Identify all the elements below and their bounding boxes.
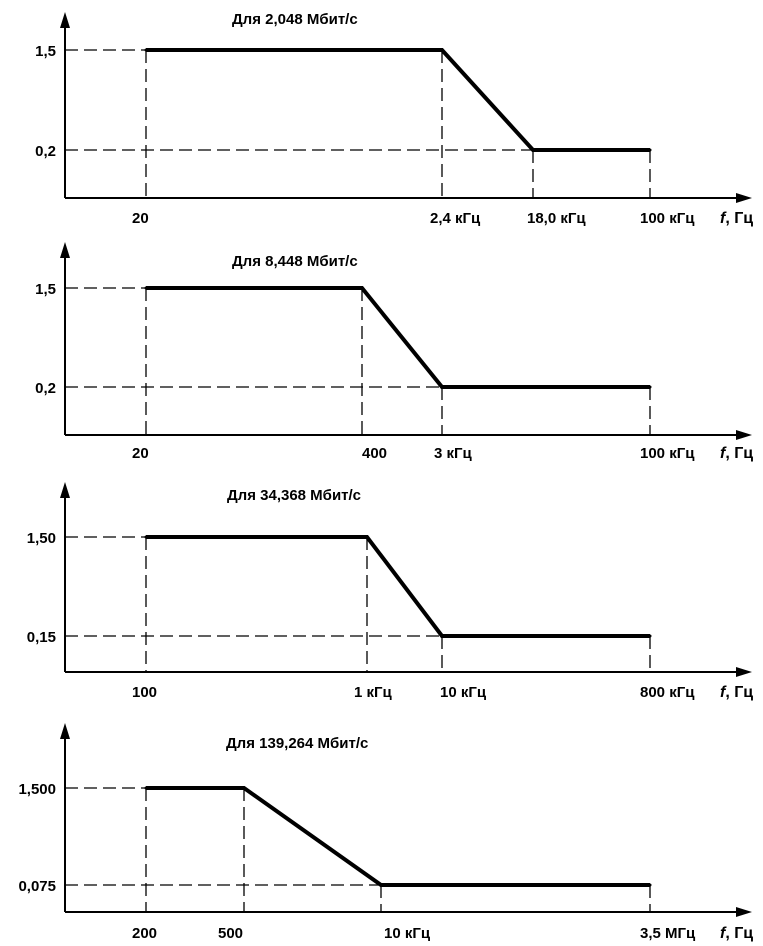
x-tick-label: 20	[132, 445, 149, 462]
y-axis-arrow	[60, 723, 70, 739]
chart-title: Для 2,048 Мбит/с	[232, 11, 358, 28]
data-point	[379, 883, 383, 887]
data-point	[648, 148, 652, 152]
x-tick-label: 100 кГц	[640, 445, 695, 462]
data-point	[648, 385, 652, 389]
x-axis-label-unit: , Гц	[725, 210, 753, 227]
tolerance-mask-line	[146, 286, 650, 389]
data-point	[648, 634, 652, 638]
x-tick-label: 400	[362, 445, 387, 462]
x-tick-label: 100 кГц	[640, 210, 695, 227]
x-tick-label: 18,0 кГц	[527, 210, 586, 227]
chart-title: Для 139,264 Мбит/с	[226, 735, 368, 752]
x-tick-label: 2,4 кГц	[430, 210, 481, 227]
x-axis-arrow	[736, 667, 752, 677]
data-point	[648, 883, 652, 887]
data-point	[144, 286, 148, 290]
data-point	[531, 148, 535, 152]
y-axis-arrow	[60, 242, 70, 258]
chart-panel-3: Для 34,368 Мбит/с 1,50 0,15 100 1 кГц 10 кГц 8…	[27, 482, 753, 701]
data-point	[144, 786, 148, 790]
data-point	[440, 634, 444, 638]
x-axis-label: f, Гц	[720, 925, 753, 942]
x-tick-label: 800 кГц	[640, 684, 695, 701]
chart-panel-4: Для 139,264 Мбит/с 1,500 0,075 200 500 10 кГц…	[18, 723, 753, 942]
x-axis-label-variable: f	[720, 925, 727, 942]
y-tick-label: 1,5	[35, 281, 56, 298]
tolerance-mask-line	[146, 48, 650, 152]
y-tick-label: 0,2	[35, 143, 56, 160]
x-axis-label-unit: , Гц	[725, 684, 753, 701]
y-axis-arrow	[60, 12, 70, 28]
chart-panel-1: Для 2,048 Мбит/с 1,5 0,2 20 2,4 кГц 18,0 кГц 1…	[35, 11, 753, 227]
x-axis-label-variable: f	[720, 210, 727, 227]
data-point	[242, 786, 246, 790]
x-tick-label: 20	[132, 210, 149, 227]
x-axis-label-unit: , Гц	[725, 925, 753, 942]
x-axis-arrow	[736, 907, 752, 917]
data-point	[440, 48, 444, 52]
y-axis-arrow	[60, 482, 70, 498]
y-tick-label: 1,5	[35, 43, 56, 60]
y-tick-label: 0,15	[27, 629, 56, 646]
x-axis-label-unit: , Гц	[725, 445, 753, 462]
x-tick-label: 3,5 МГц	[640, 925, 696, 942]
y-tick-label: 1,50	[27, 530, 56, 547]
y-tick-label: 1,500	[18, 781, 56, 798]
x-tick-label: 10 кГц	[440, 684, 487, 701]
data-point	[365, 535, 369, 539]
y-tick-label: 0,075	[18, 878, 56, 895]
x-tick-label: 500	[218, 925, 243, 942]
chart-panel-2: Для 8,448 Мбит/с 1,5 0,2 20 400 3 кГц 100 кГц f…	[35, 242, 753, 462]
x-axis-arrow	[736, 193, 752, 203]
data-point	[144, 48, 148, 52]
y-tick-label: 0,2	[35, 380, 56, 397]
x-tick-label: 3 кГц	[434, 445, 473, 462]
x-tick-label: 200	[132, 925, 157, 942]
x-axis-label-variable: f	[720, 445, 727, 462]
x-axis-label: f, Гц	[720, 684, 753, 701]
x-tick-label: 100	[132, 684, 157, 701]
tolerance-mask-line	[146, 786, 650, 887]
x-tick-label: 1 кГц	[354, 684, 393, 701]
chart-title: Для 34,368 Мбит/с	[227, 487, 361, 504]
data-point	[440, 385, 444, 389]
x-axis-label: f, Гц	[720, 445, 753, 462]
x-axis-label: f, Гц	[720, 210, 753, 227]
x-axis-arrow	[736, 430, 752, 440]
x-tick-label: 10 кГц	[384, 925, 431, 942]
data-point	[144, 535, 148, 539]
data-point	[360, 286, 364, 290]
tolerance-mask-line	[146, 535, 650, 638]
x-axis-label-variable: f	[720, 684, 727, 701]
chart-title: Для 8,448 Мбит/с	[232, 253, 358, 270]
